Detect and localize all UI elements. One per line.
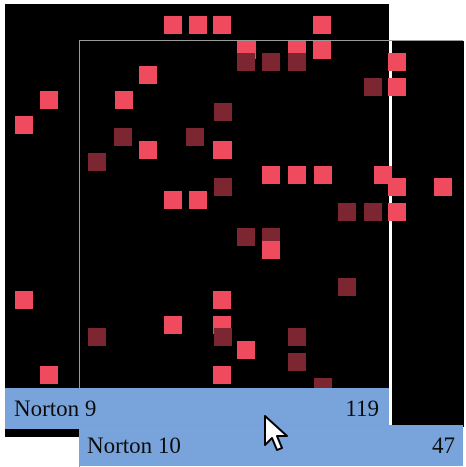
cell-bright: [213, 291, 231, 309]
cell-dim: [338, 203, 356, 221]
cell-bright: [262, 241, 280, 259]
cell-bright: [374, 166, 392, 184]
arrow-cursor-icon: [264, 415, 288, 451]
cell-bright: [262, 166, 280, 184]
cell-dim: [288, 53, 306, 71]
cell-dim: [237, 53, 255, 71]
cell-bright: [189, 16, 207, 34]
cell-dim: [262, 53, 280, 71]
cell-bright: [115, 91, 133, 109]
cell-bright: [288, 166, 306, 184]
cell-dim: [237, 228, 255, 246]
cell-dim: [214, 178, 232, 196]
cell-bright: [40, 366, 58, 384]
cell-dim: [338, 278, 356, 296]
cell-dim: [214, 328, 232, 346]
window-label: Norton 9: [14, 395, 97, 421]
cell-dim: [186, 128, 204, 146]
cell-bright: [139, 141, 157, 159]
cell-bright: [164, 16, 182, 34]
cell-bright: [164, 316, 182, 334]
cell-grid-norton-10: [80, 41, 463, 427]
cell-dim: [288, 328, 306, 346]
cell-bright: [388, 178, 406, 196]
cell-bright: [15, 116, 33, 134]
cell-bright: [214, 141, 232, 159]
cell-dim: [114, 128, 132, 146]
cell-bright: [40, 91, 58, 109]
cell-bright: [388, 53, 406, 71]
cell-bright: [213, 366, 231, 384]
cell-dim: [364, 78, 382, 96]
cell-bright: [213, 16, 231, 34]
window-count: 119: [345, 395, 379, 421]
cell-dim: [88, 153, 106, 171]
cell-dim: [214, 103, 232, 121]
cell-bright: [314, 166, 332, 184]
window-label: Norton 10: [87, 433, 181, 458]
panel-norton-10-background: [392, 41, 464, 427]
label-bar-norton-9[interactable]: Norton 9 119: [5, 388, 389, 429]
cell-dim: [288, 353, 306, 371]
window-count: 47: [432, 433, 455, 458]
cell-bright: [313, 16, 331, 34]
cell-dim: [88, 328, 106, 346]
panel-norton-10[interactable]: [79, 40, 464, 467]
cell-bright: [237, 341, 255, 359]
cell-bright: [15, 291, 33, 309]
cell-bright: [139, 66, 157, 84]
cell-dim: [364, 203, 382, 221]
cell-bright: [189, 191, 207, 209]
cell-bright: [434, 178, 452, 196]
cell-bright: [388, 203, 406, 221]
cell-bright: [164, 191, 182, 209]
cell-bright: [313, 41, 331, 59]
cell-bright: [388, 78, 406, 96]
